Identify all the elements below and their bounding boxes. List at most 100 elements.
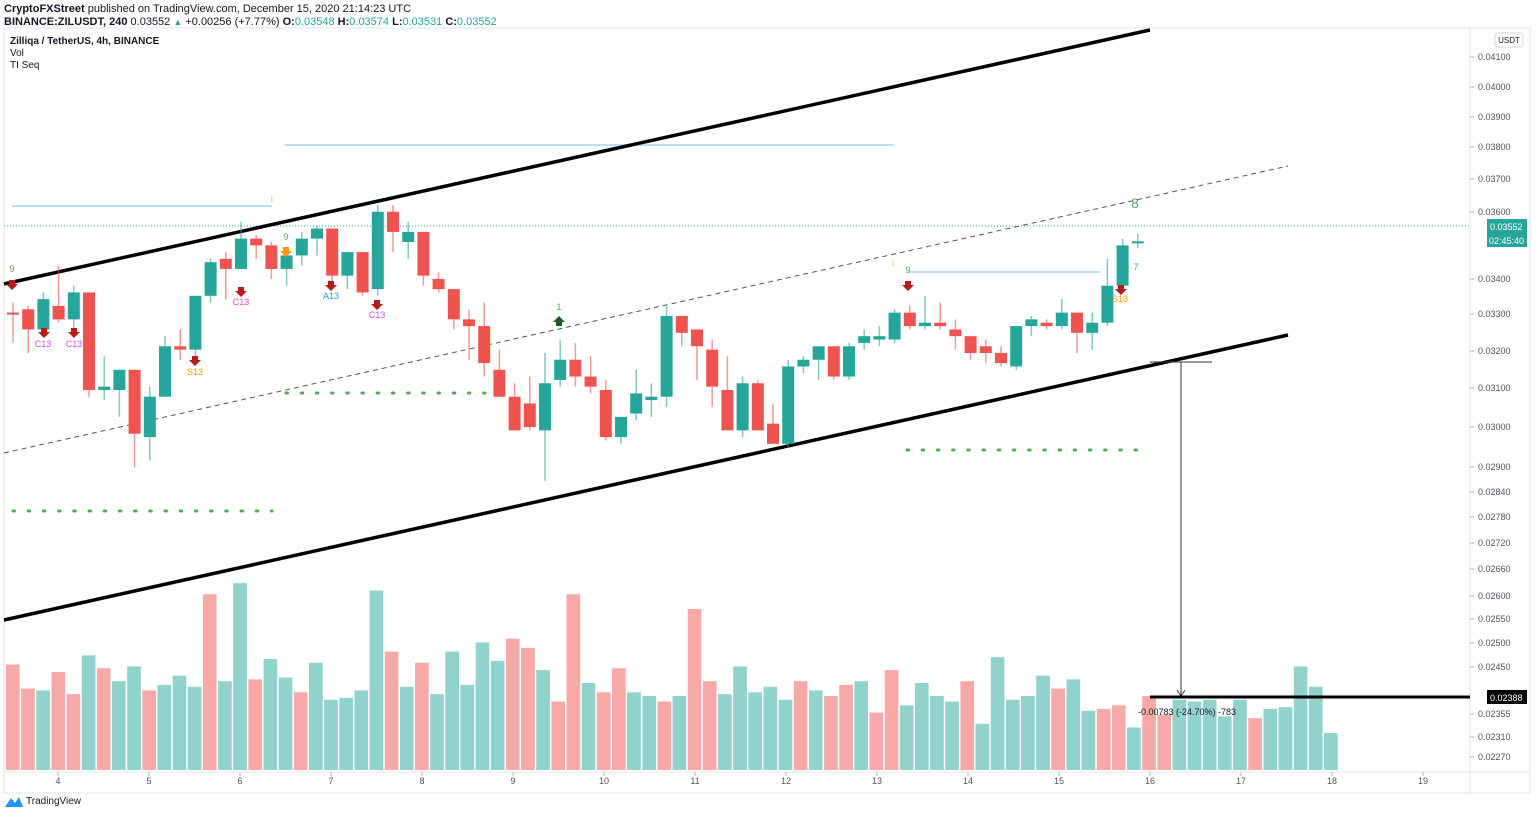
candle[interactable] — [463, 309, 475, 360]
candle[interactable] — [964, 336, 977, 360]
candle[interactable] — [675, 315, 688, 347]
candle[interactable] — [873, 326, 886, 347]
candle[interactable] — [493, 349, 506, 397]
legend-volume[interactable]: Vol — [10, 48, 24, 59]
td-marker: i — [892, 259, 894, 268]
candle[interactable] — [37, 292, 50, 333]
down-arrow-icon — [189, 356, 201, 366]
candle[interactable] — [1055, 299, 1068, 330]
candle[interactable] — [67, 285, 80, 337]
candle[interactable] — [554, 339, 567, 387]
candle[interactable] — [1101, 258, 1114, 327]
candle[interactable] — [311, 225, 323, 256]
candle[interactable] — [265, 241, 278, 279]
candle[interactable] — [949, 319, 962, 350]
candle[interactable] — [387, 204, 399, 253]
down-arrow-icon — [902, 281, 914, 291]
candle[interactable] — [417, 231, 430, 286]
candle[interactable] — [1131, 233, 1144, 249]
candle[interactable] — [1040, 319, 1053, 330]
time-axis[interactable]: 4 5 6 7 8 9 10 11 12 13 14 15 16 17 18 19 — [55, 772, 1428, 786]
candle[interactable] — [660, 305, 673, 407]
candle[interactable] — [903, 305, 916, 330]
candle[interactable] — [1010, 326, 1023, 370]
candle[interactable] — [371, 204, 384, 296]
candle[interactable] — [1116, 238, 1129, 293]
price-axis[interactable]: 0.04100 0.04000 0.03900 0.03800 0.03700 0.036… — [1470, 52, 1511, 762]
price-tick-label: 0.02550 — [1478, 614, 1511, 624]
candle[interactable] — [1071, 312, 1083, 353]
candle[interactable] — [7, 302, 19, 343]
candle[interactable] — [736, 376, 749, 438]
candle[interactable] — [447, 289, 460, 330]
candle[interactable] — [691, 329, 703, 380]
candle[interactable] — [599, 379, 612, 441]
candle[interactable] — [812, 346, 825, 380]
candle[interactable] — [341, 252, 354, 290]
candle[interactable] — [843, 342, 855, 380]
candle[interactable] — [751, 379, 764, 431]
candle[interactable] — [83, 292, 95, 397]
candle[interactable] — [767, 403, 779, 444]
candle[interactable] — [204, 258, 217, 303]
candle[interactable] — [189, 295, 202, 360]
candle[interactable] — [508, 383, 521, 431]
channel-upper-trendline[interactable] — [3, 28, 1151, 286]
candle[interactable] — [858, 329, 871, 350]
candle[interactable] — [721, 356, 734, 431]
candle[interactable] — [569, 342, 582, 387]
candle[interactable] — [706, 339, 719, 407]
candle[interactable] — [113, 369, 126, 417]
candle[interactable] — [584, 356, 597, 394]
candle[interactable] — [645, 383, 658, 417]
currency-badge[interactable] — [1494, 32, 1524, 48]
candle[interactable] — [174, 329, 187, 360]
volume-bar — [1172, 699, 1187, 770]
td-count-label: 9 — [9, 264, 14, 274]
countdown-badge — [1487, 233, 1527, 247]
candlesticks — [7, 204, 1144, 481]
candle[interactable] — [979, 339, 992, 364]
candle[interactable] — [98, 356, 111, 401]
date-tick-label: 11 — [690, 776, 699, 786]
candle[interactable] — [1086, 312, 1099, 350]
candle[interactable] — [52, 265, 65, 323]
candle[interactable] — [888, 309, 901, 343]
candle[interactable] — [356, 252, 369, 296]
channel-lower-trendline[interactable] — [3, 333, 1289, 622]
candle[interactable] — [250, 235, 263, 259]
volume-bar — [854, 681, 869, 770]
volume-bar — [763, 686, 778, 770]
tradingview-brand[interactable]: TradingView — [5, 795, 81, 807]
candle[interactable] — [143, 386, 156, 461]
candle[interactable] — [478, 302, 491, 377]
candle[interactable] — [797, 356, 810, 374]
volume-bar — [354, 690, 369, 770]
candle[interactable] — [280, 255, 293, 286]
legend-indicator[interactable]: TI Seq — [10, 60, 40, 71]
candle[interactable] — [22, 305, 35, 353]
candle[interactable] — [919, 295, 931, 330]
volume-bar — [202, 594, 217, 770]
candle[interactable] — [219, 252, 232, 300]
candle[interactable] — [159, 336, 171, 397]
candle[interactable] — [295, 231, 308, 266]
candle[interactable] — [782, 359, 795, 448]
candle[interactable] — [630, 369, 643, 421]
candle[interactable] — [827, 346, 840, 380]
candle[interactable] — [235, 221, 247, 269]
legend-title[interactable]: Zilliqa / TetherUS, 4h, BINANCE — [10, 36, 160, 47]
candle[interactable] — [934, 302, 947, 330]
volume-bar — [309, 662, 323, 770]
channel-midline[interactable] — [3, 165, 1289, 454]
candle[interactable] — [128, 369, 141, 468]
candle[interactable] — [1025, 315, 1038, 337]
candle[interactable] — [523, 376, 536, 431]
candle[interactable] — [326, 228, 339, 286]
candle[interactable] — [432, 272, 445, 293]
candle[interactable] — [615, 416, 627, 444]
candle[interactable] — [402, 221, 415, 259]
candle[interactable] — [539, 352, 551, 481]
candle[interactable] — [995, 346, 1007, 367]
